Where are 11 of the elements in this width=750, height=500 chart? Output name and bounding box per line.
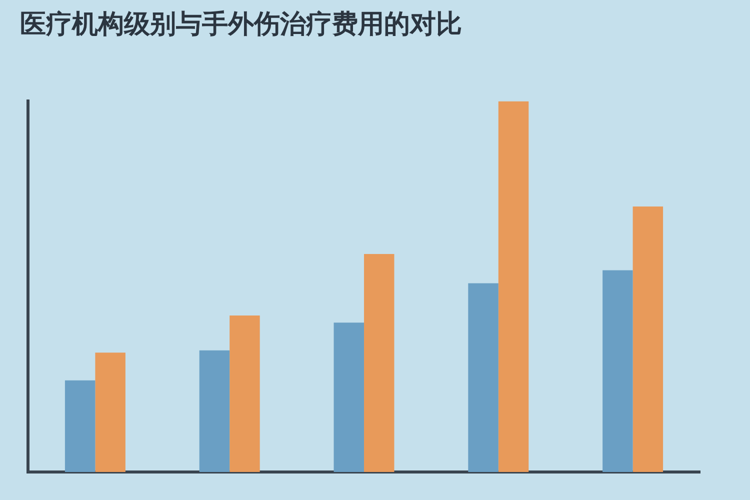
bar	[334, 322, 364, 472]
bar	[95, 352, 126, 472]
bar	[230, 316, 260, 472]
chart-title: 医疗机构级别与手外伤治疗费用的对比	[20, 9, 462, 40]
bar	[632, 206, 664, 472]
bar	[468, 283, 498, 472]
bar	[364, 254, 394, 472]
bar	[199, 350, 230, 472]
bar	[64, 380, 96, 472]
bar	[602, 270, 633, 472]
bar	[498, 101, 529, 472]
